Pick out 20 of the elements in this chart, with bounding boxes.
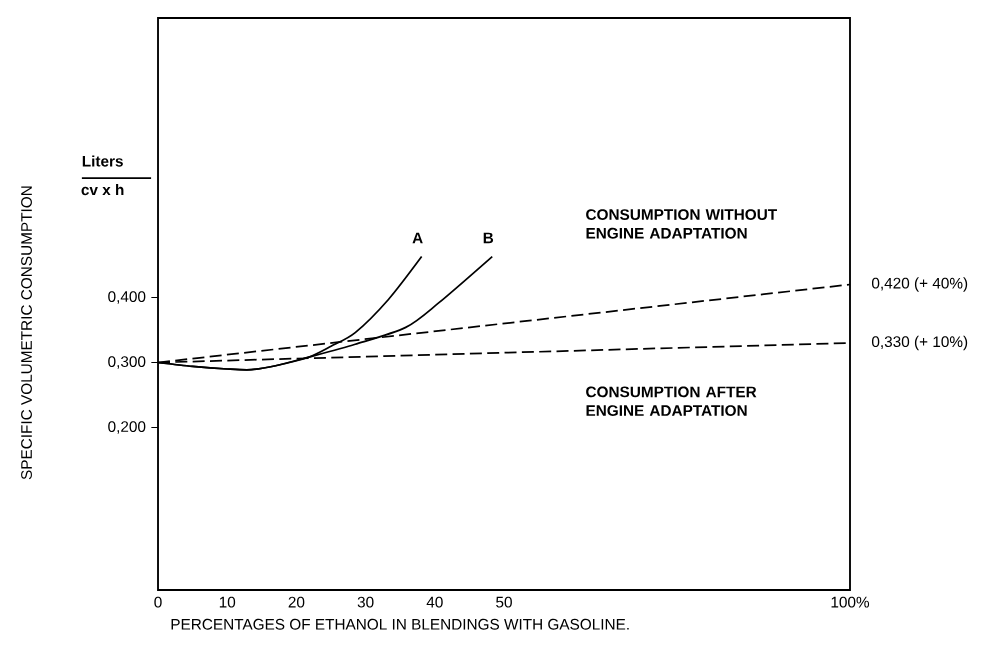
x-tick-label: 50 xyxy=(496,596,512,608)
annotation: CONSUMPTION AFTER ENGINE ADAPTATION xyxy=(586,386,757,416)
series-label: B xyxy=(483,232,494,244)
y-tick-label: 0,300 xyxy=(108,356,146,369)
x-tick-label: 0 xyxy=(154,596,162,608)
x-tick-label: 30 xyxy=(357,596,374,608)
x-tick-label: 10 xyxy=(219,596,236,608)
x-axis-title: PERCENTAGES OF ETHANOL IN BLENDINGS WITH GASOLINE. xyxy=(171,618,629,630)
x-tick-label: 100% xyxy=(831,596,870,608)
y-tick-label: 0,400 xyxy=(108,291,146,304)
annotation: 0,420 (+ 40%) xyxy=(871,277,968,292)
y-tick-label: 0,200 xyxy=(108,421,146,434)
text: Liters xyxy=(82,155,123,167)
y-axis-title: SPECIFIC VOLUMETRIC CONSUMPTION xyxy=(21,186,32,480)
annotation: CONSUMPTION WITHOUT ENGINE ADAPTATION xyxy=(586,209,777,239)
x-tick-label: 40 xyxy=(426,596,443,608)
series-label: A xyxy=(412,232,423,244)
text: cv x h xyxy=(81,183,124,196)
x-tick-label: 20 xyxy=(288,596,305,608)
annotation: 0,330 (+ 10%) xyxy=(871,335,968,351)
